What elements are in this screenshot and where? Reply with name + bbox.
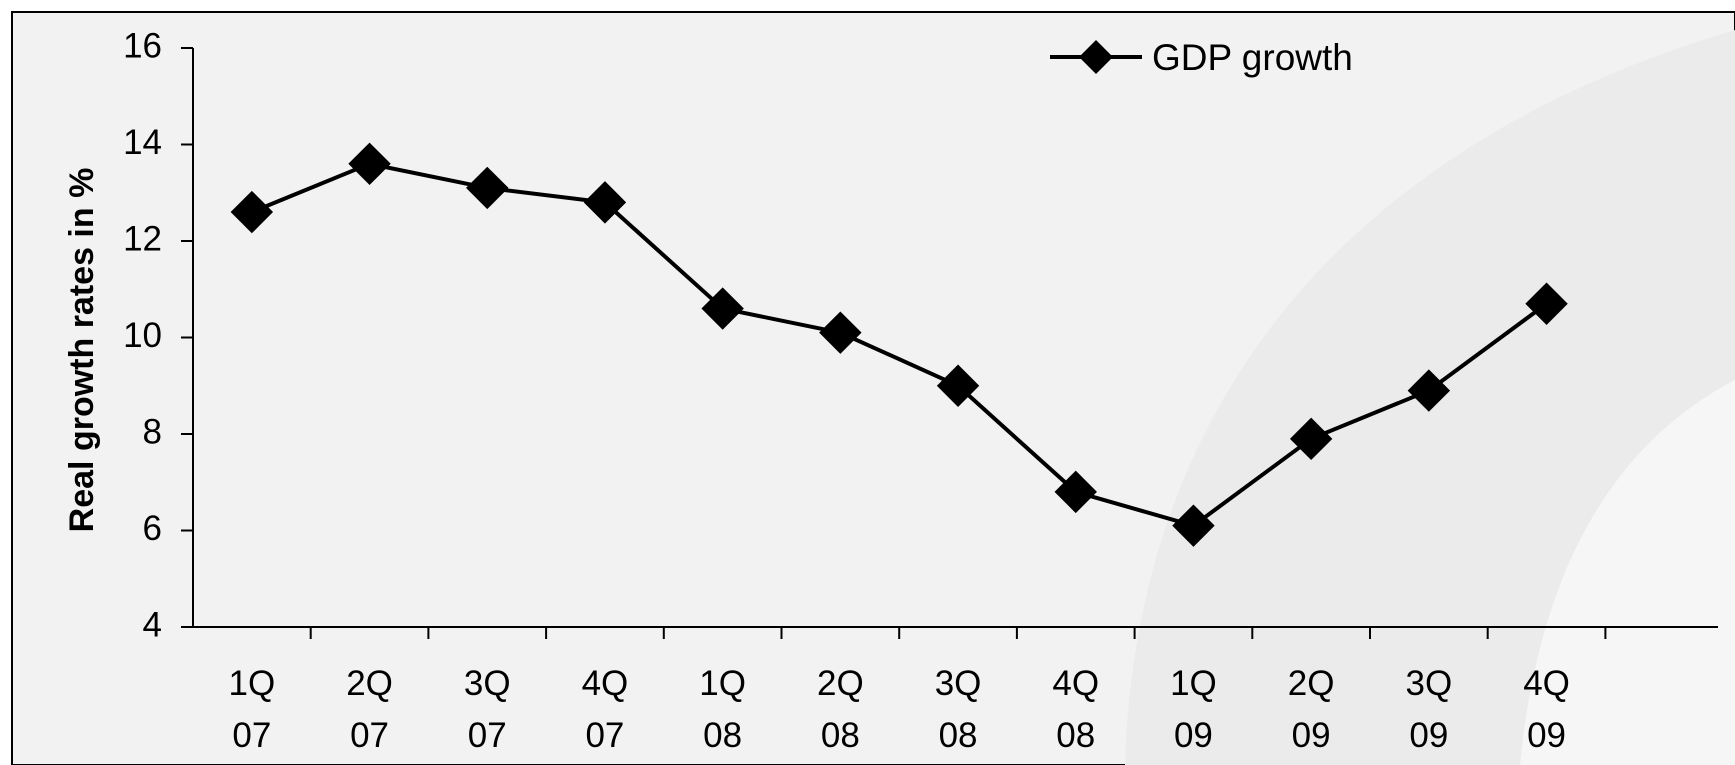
data-point-marker: [466, 166, 509, 210]
y-tick-label: 6: [143, 509, 162, 548]
axes: [181, 47, 1718, 639]
data-point-marker: [1407, 369, 1451, 412]
x-tick-label: 2Q 09: [1288, 664, 1335, 755]
x-tick-label: 1Q 08: [699, 664, 746, 755]
legend-marker: [1079, 40, 1113, 74]
data-point-marker: [348, 142, 391, 186]
x-tick-label: 2Q 07: [346, 664, 393, 755]
x-tick-label: 3Q 09: [1405, 664, 1452, 755]
y-axis-title: Real growth rates in %: [63, 168, 101, 533]
x-tick-label: 4Q 09: [1523, 664, 1570, 755]
y-tick-label: 8: [143, 412, 162, 451]
x-tick-label: 1Q 09: [1170, 664, 1217, 755]
data-point-marker: [1525, 282, 1568, 325]
data-point-marker: [1172, 504, 1215, 547]
y-tick-label: 14: [123, 123, 162, 162]
y-tick-labels: 4 6 8 10 12 14 16: [123, 26, 162, 644]
y-tick-label: 4: [143, 605, 162, 644]
data-point-marker: [230, 190, 274, 234]
x-tick-label: 2Q 08: [817, 664, 864, 755]
data-point-marker: [1054, 470, 1097, 514]
legend-label: GDP growth: [1152, 37, 1353, 78]
x-tick-label: 3Q 07: [464, 664, 511, 755]
x-tick-labels: 1Q 07 2Q 07 3Q 07 4Q 07 1Q 08 2Q 08 3Q 08 4Q 08 1Q 09 2Q 09…: [228, 664, 1569, 755]
x-tick-label: 3Q 08: [935, 664, 982, 755]
y-tick-label: 12: [123, 219, 162, 258]
y-tick-label: 16: [123, 26, 162, 65]
series-line: [251, 161, 1548, 528]
y-tick-label: 10: [123, 316, 162, 355]
x-tick-label: 1Q 07: [228, 664, 275, 755]
data-point-marker: [1289, 417, 1333, 461]
x-tick-label: 4Q 08: [1052, 664, 1099, 755]
x-tick-label: 4Q 07: [582, 664, 629, 755]
legend: GDP growth: [1050, 37, 1353, 78]
